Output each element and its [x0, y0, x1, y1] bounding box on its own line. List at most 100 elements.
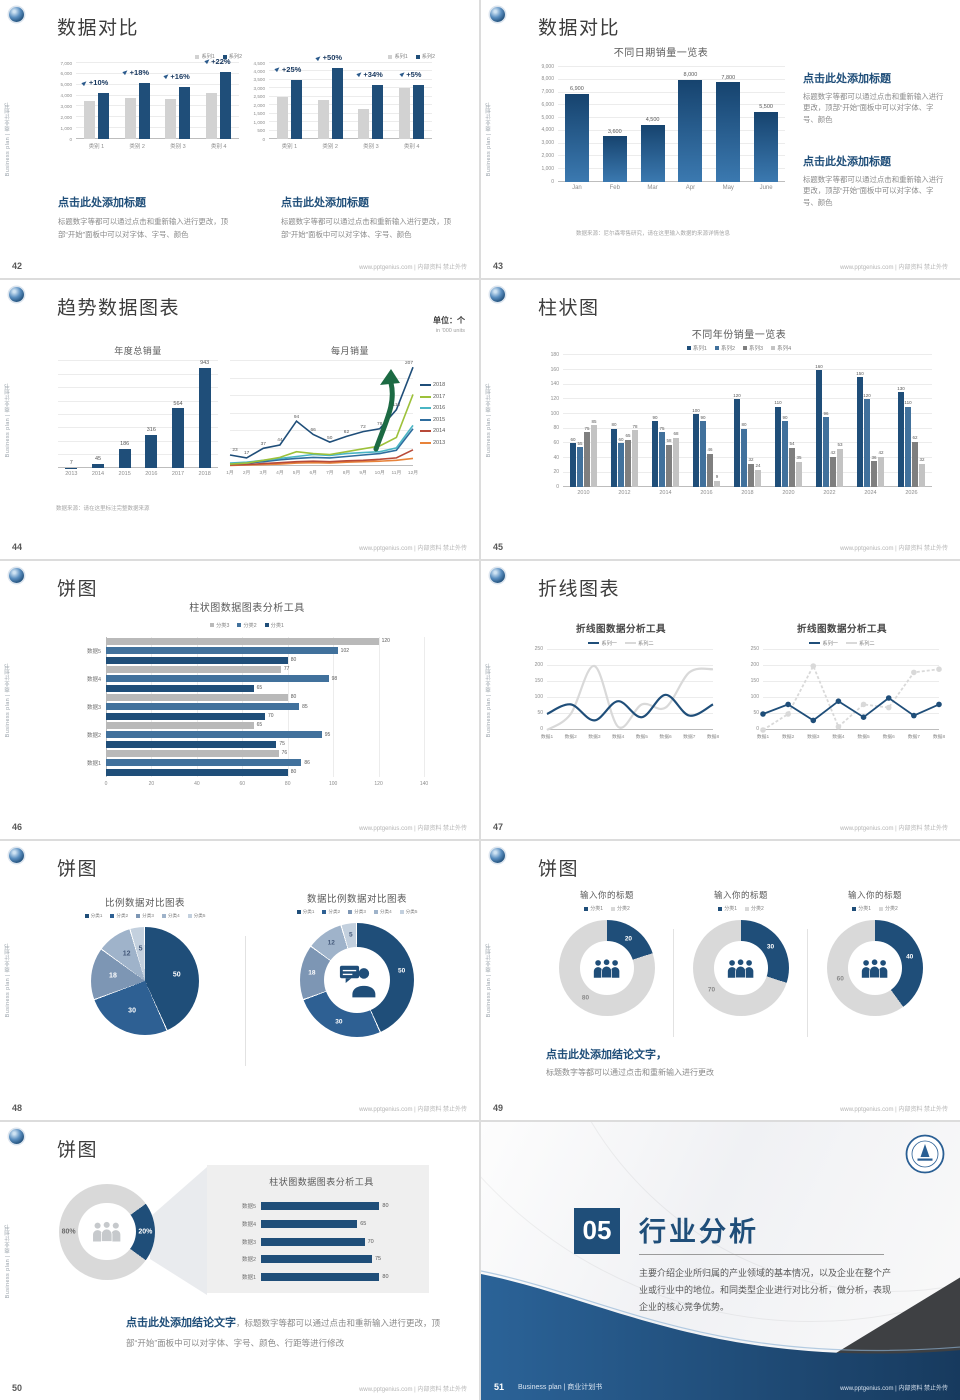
- page-number: 42: [12, 261, 23, 272]
- comparison-bar-chart-right: 系列1 系列2 0 500 1,000 1,500 2,000 2,500 3,000 3,500…: [253, 53, 436, 150]
- page-number: 51: [494, 1381, 505, 1392]
- blue-wave-band: [481, 1270, 960, 1400]
- slide-title: 饼图: [57, 859, 99, 881]
- footer-credit: www.pptgenius.com | 内部资料 禁止外传: [359, 1106, 467, 1113]
- footer-credit: www.pptgenius.com | 内部资料 禁止外传: [840, 826, 948, 833]
- conclusion-body: ，标题数字等都可以通过点击和重新输入进行更改，顶部“开始”面板中可以对字体、字号…: [126, 1317, 441, 1348]
- data-source-note: 数据来源：请在这里标注完整数据来源: [56, 506, 150, 513]
- globe-logo-icon: [9, 7, 24, 22]
- unit-label: 单位：个: [433, 316, 465, 326]
- globe-logo-icon: [490, 287, 505, 303]
- slide-51: 05 行业分析 主要介绍企业所归属的产业领域的基本情况，以及企业在整个产业或行业…: [481, 1121, 960, 1400]
- brand-label: Business plan | 商业计划书: [518, 1383, 603, 1391]
- slide-title: 饼图: [57, 578, 99, 600]
- funnel-connector-shape: [150, 1166, 207, 1295]
- donut-chart-3: 输入你的标题 分类1 分类2 40 60: [808, 889, 942, 1017]
- monthly-sales-line-chart: 每月销量 1月 2月 3月 4月 5月 6月 7月 8月 9月 10月 11月 12月 23 17 37 44 9…: [226, 346, 446, 477]
- section-number: 05: [582, 1215, 612, 1246]
- section-description: 主要介绍企业所归属的产业领域的基本情况，以及企业在整个产业或行业中的地位。和同类…: [639, 1267, 892, 1312]
- globe-logo-icon: [490, 567, 505, 583]
- people-icon: [848, 941, 902, 996]
- footer-credit: www.pptgenius.com | 内部资料 禁止外传: [840, 265, 948, 272]
- smooth-line-chart: 折线图数据分析工具 系列一 系列二 0 50 100 150 200 250 数据1 数据2 数据3 数…: [534, 623, 720, 740]
- section-number-badge: 05: [574, 1207, 620, 1254]
- footer-credit: www.pptgenius.com | 内部资料 禁止外传: [840, 1106, 948, 1113]
- globe-logo-icon: [490, 848, 505, 864]
- text-block: 点击此处添加标题 标题数字等都可以通过点击和重新输入进行更改，顶部“开始”面板中…: [58, 194, 243, 241]
- globe-logo-icon: [490, 7, 505, 22]
- globe-logo-icon: [9, 1128, 24, 1144]
- slide-title: 数据对比: [57, 18, 140, 39]
- slide-title: 折线图表: [538, 578, 621, 600]
- footer-credit: www.pptgenius.com | 内部资料 禁止外传: [359, 545, 467, 552]
- slide-title: 趋势数据图表: [57, 298, 181, 320]
- side-label: Business plan | 商业计划书: [486, 662, 492, 738]
- horizontal-grouped-bar-chart: 柱状图数据图表分析工具 分类3 分类2 分类1 0 20 40 60 80 100 120 140 数据…: [86, 602, 429, 787]
- slide-title: 数据对比: [538, 18, 621, 39]
- vertical-divider: [245, 936, 246, 1067]
- sales-by-date-bar-chart: 不同日期销量一览表 0 1,000 2,000 3,000 4,000 5,000 6,000…: [526, 44, 796, 191]
- slide-45: Business plan | 商业计划书 柱状图 不同年份销量一览表 系列1 系列…: [481, 280, 960, 559]
- side-label: Business plan | 商业计划书: [5, 662, 11, 738]
- page-number: 46: [12, 822, 23, 833]
- slide-title: 饼图: [57, 1139, 99, 1161]
- proportion-donut-chart: 数据比例数据对比图表 分类1 分类2 分类3 分类4 分类5 50 30 18 12 5: [285, 891, 429, 1038]
- side-label: Business plan | 商业计划书: [5, 382, 11, 457]
- highlight-donut-chart: 20% 80%: [59, 1183, 155, 1280]
- footer-credit: www.pptgenius.com | 内部资料 禁止外传: [840, 1385, 948, 1392]
- side-label: Business plan | 商业计划书: [5, 101, 11, 177]
- donut-chart-2: 输入你的标题 分类1 分类2 30 70: [674, 889, 808, 1017]
- people-gray-icon: [78, 1202, 136, 1261]
- globe-logo-icon: [9, 848, 24, 864]
- divider-line: [639, 1253, 884, 1255]
- block-body: 标题数字等都可以通过点击和重新输入进行更改，顶部“开始”面板中可以对字体、字号、…: [281, 217, 451, 240]
- block-heading: 点击此处添加标题: [803, 73, 891, 85]
- slide-50: Business plan | 商业计划书 饼图 20% 80% 柱状图数据图表分…: [0, 1121, 479, 1400]
- marker-line-chart: 折线图数据分析工具 系列一 系列二 0 50 100 150 200 250 数据1 数据2 数据3 数…: [750, 623, 946, 740]
- slide-48: Business plan | 商业计划书 饼图 比例数据对比图表 分类1 分类2 分…: [0, 841, 479, 1120]
- people-icon: [714, 941, 768, 996]
- page-number: 45: [493, 541, 504, 552]
- page-number: 48: [12, 1102, 23, 1113]
- side-label: Business plan | 商业计划书: [5, 1223, 11, 1299]
- annual-sales-bar-chart: 年度总销量 2013 7 2014 45 2015 186 2016 316 2017 564 201…: [50, 344, 226, 477]
- side-label: Business plan | 商业计划书: [486, 943, 492, 1018]
- text-block: 点击此处添加标题 标题数字等都可以通过点击和重新输入进行更改，顶部“开始”面板中…: [803, 153, 946, 208]
- comparison-bar-chart-left: 系列1 系列2 0 1,000 2,000 3,000 4,000 5,000 6,000 7,0…: [60, 54, 243, 150]
- page-number: 50: [12, 1382, 23, 1393]
- side-label: Business plan | 商业计划书: [486, 101, 492, 177]
- yearly-grouped-bar-chart: 不同年份销量一览表 系列1 系列2 系列3 系列4 0 20 40 60 80 100 120 140 1…: [539, 326, 939, 496]
- donut-chart-1: 输入你的标题 分类1 分类2 20 80: [540, 889, 674, 1017]
- block-body: 标题数字等都可以通过点击和重新输入进行更改，顶部“开始”面板中可以对字体、字号、…: [58, 217, 228, 240]
- slide-49: Business plan | 商业计划书 饼图 输入你的标题 分类1 分类2 20 8…: [481, 841, 960, 1120]
- unit-note: 单位：个 in '000 units: [433, 315, 465, 334]
- text-block: 点击此处添加标题 标题数字等都可以通过点击和重新输入进行更改，顶部“开始”面板中…: [281, 194, 466, 241]
- person-chat-icon: [323, 947, 391, 1014]
- footer-credit: www.pptgenius.com | 内部资料 禁止外传: [840, 545, 948, 552]
- conclusion-body: 标题数字等都可以通过点击和重新输入进行更改: [546, 1068, 714, 1078]
- slide-title: 饼图: [538, 859, 580, 881]
- page-number: 44: [12, 541, 23, 552]
- detail-panel: 柱状图数据图表分析工具 数据5 80 数据4 65 数据3 70 数据2 75 数据1 80: [207, 1164, 429, 1293]
- university-emblem-logo: [905, 1134, 945, 1174]
- proportion-pie-chart: 比例数据对比图表 分类1 分类2 分类3 分类4 分类5 50 30 18 12 5: [75, 895, 215, 1036]
- side-label: Business plan | 商业计划书: [486, 382, 492, 457]
- section-title: 行业分析: [639, 1216, 759, 1247]
- page-number: 47: [493, 822, 504, 833]
- block-body: 标题数字等都可以通过点击和重新输入进行更改，顶部“开始”面板中可以对字体、字号、…: [803, 92, 944, 124]
- vertical-divider: [673, 929, 674, 1038]
- people-icon: [580, 941, 634, 996]
- footer-credit: www.pptgenius.com | 内部资料 禁止外传: [359, 1386, 467, 1393]
- conclusion-text: 点击此处添加结论文字，标题数字等都可以通过点击和重新输入进行更改，顶部“开始”面…: [126, 1312, 448, 1353]
- slide-47: Business plan | 商业计划书 折线图表 折线图数据分析工具 系列一系…: [481, 560, 960, 840]
- page-number: 49: [493, 1102, 504, 1113]
- block-heading: 点击此处添加标题: [281, 197, 369, 209]
- data-source-note: 数据来源：尼尔森零售研究，请在这里输入数据的来源详情信息: [576, 231, 731, 237]
- footer-credit: www.pptgenius.com | 内部资料 禁止外传: [359, 265, 467, 272]
- side-label: Business plan | 商业计划书: [5, 943, 11, 1018]
- block-heading: 点击此处添加标题: [803, 156, 891, 168]
- footer-credit: www.pptgenius.com | 内部资料 禁止外传: [359, 826, 467, 833]
- globe-logo-icon: [9, 567, 24, 583]
- unit-sublabel: in '000 units: [435, 328, 465, 335]
- block-body: 标题数字等都可以通过点击和重新输入进行更改，顶部“开始”面板中可以对字体、字号、…: [803, 175, 944, 207]
